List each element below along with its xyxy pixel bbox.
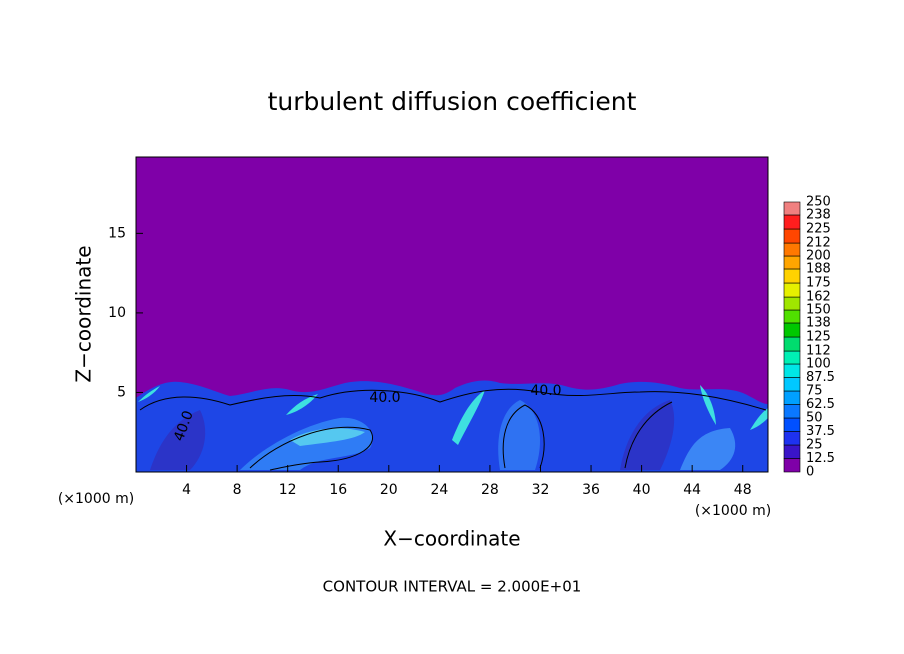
colorbar-box: [783, 390, 801, 405]
colorbar-label: 175: [806, 276, 831, 291]
streak: [138, 386, 160, 402]
colorbar-box: [783, 309, 801, 324]
colorbar-box: [783, 404, 801, 419]
colorbar-box: [783, 228, 801, 244]
contour-line: [139, 388, 767, 411]
colorbar-box: [783, 322, 801, 338]
eddy: [680, 428, 736, 470]
y-tick-label: 15: [108, 225, 126, 241]
plot-area: [135, 156, 769, 473]
y-tick-label: 10: [108, 305, 126, 321]
y-tick-label: 5: [117, 384, 126, 400]
streak: [750, 408, 768, 430]
x-tick-label: 4: [182, 482, 191, 498]
colorbar-label: 100: [806, 357, 831, 372]
colorbar-label: 112: [806, 344, 831, 359]
x-tick-label: 20: [380, 482, 398, 498]
colorbar-label: 225: [806, 222, 831, 237]
x-tick-label: 28: [481, 482, 499, 498]
colorbar-box: [783, 363, 801, 378]
colorbar-box: [783, 458, 801, 473]
y-unit-label: (×1000 m): [58, 491, 134, 507]
eddy: [498, 400, 540, 470]
colorbar-label: 37.5: [806, 424, 835, 439]
streak: [700, 385, 716, 425]
colorbar-label: 12.5: [806, 451, 835, 466]
x-tick-label: 12: [279, 482, 297, 498]
x-unit-label: (×1000 m): [695, 503, 771, 519]
colorbar-label: 87.5: [806, 370, 835, 385]
x-tick-label: 32: [532, 482, 550, 498]
x-tick-label: 44: [683, 482, 701, 498]
x-axis-label: X−coordinate: [383, 527, 520, 551]
colorbar-box: [783, 255, 801, 270]
colorbar-box: [783, 242, 801, 257]
colorbar-box: [783, 417, 801, 432]
colorbar-box: [783, 268, 801, 284]
colorbar-label: 200: [806, 249, 831, 264]
colorbar-label: 62.5: [806, 397, 835, 412]
contour-line: [249, 426, 373, 471]
contour-line: [624, 401, 673, 469]
plot-frame: [135, 156, 769, 473]
x-tick-label: 40: [633, 482, 651, 498]
streak: [452, 390, 485, 445]
y-axis-label: Z−coordinate: [72, 245, 96, 382]
x-tick-label: 16: [329, 482, 347, 498]
x-tick-label: 24: [430, 482, 448, 498]
eddy: [150, 410, 206, 470]
colorbar-label: 150: [806, 303, 831, 318]
colorbar-box: [783, 282, 801, 298]
colorbar-label: 162: [806, 290, 831, 305]
colorbar-label: 75: [806, 384, 823, 399]
colorbar-box: [783, 336, 801, 352]
footer: CONTOUR INTERVAL = 2.000E+01: [323, 578, 582, 596]
x-tick-label: 8: [233, 482, 242, 498]
colorbar-box: [783, 350, 801, 365]
x-tick-label: 36: [582, 482, 600, 498]
colorbar-box: [783, 296, 801, 311]
contour-label: 40.0: [530, 383, 561, 399]
contour-line: [502, 404, 545, 469]
colorbar-box: [783, 431, 801, 446]
colorbar-label: 50: [806, 411, 823, 426]
colorbar-box: [783, 377, 801, 392]
chart-title: turbulent diffusion coefficient: [268, 87, 637, 116]
colorbar-label: 138: [806, 315, 831, 330]
colorbar-label: 250: [806, 195, 831, 210]
colorbar-label: 125: [806, 330, 831, 345]
contour-label: 40.0: [369, 390, 400, 406]
eddy: [290, 428, 365, 446]
x-tick-label: 48: [734, 482, 752, 498]
streak: [286, 394, 318, 415]
colorbar-label: 188: [806, 261, 831, 276]
eddy: [620, 400, 675, 470]
colorbar-box: [783, 214, 801, 230]
colorbar-label: 238: [806, 207, 831, 222]
colorbar-box: [783, 444, 801, 459]
colorbar-label: 0: [806, 465, 814, 480]
colorbar-label: 212: [806, 236, 831, 251]
colorbar-label: 25: [806, 438, 823, 453]
colorbar-box: [783, 201, 801, 216]
field-texture: [136, 380, 768, 472]
